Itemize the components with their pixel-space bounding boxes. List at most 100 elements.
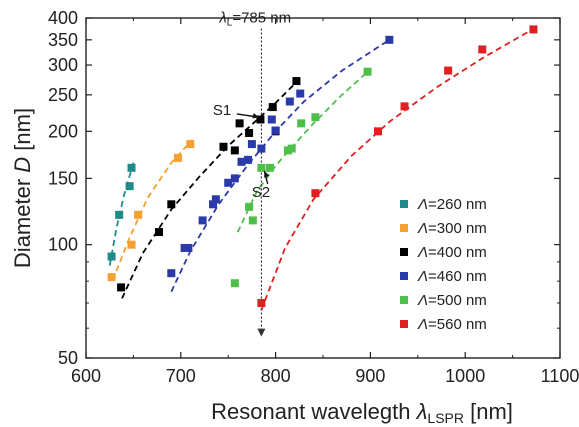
legend-marker	[400, 200, 408, 208]
data-point	[167, 269, 176, 278]
legend-label-symbol: Λ	[417, 220, 428, 237]
data-point	[311, 113, 320, 122]
data-point	[186, 140, 195, 149]
data-point	[268, 103, 277, 112]
fit-curve	[236, 68, 371, 233]
legend-label-value: =500 nm	[428, 292, 487, 309]
x-axis-title-subscript: LSPR	[427, 410, 464, 426]
tick-labels: 600 700 800 900 1000 1100 50 100 150 200 250 300 350…	[48, 8, 579, 386]
data-point	[209, 200, 218, 209]
data-point	[230, 174, 239, 183]
data-point	[167, 200, 176, 209]
y-tick-label: 200	[48, 121, 78, 141]
data-point	[115, 210, 124, 219]
laser-line-label-subscript: L	[227, 18, 233, 29]
data-point	[292, 77, 301, 86]
x-tick-label: 1100	[541, 366, 579, 386]
laser-line-label: λL=785 nm	[218, 10, 291, 29]
legend-marker	[400, 224, 408, 232]
data-point	[257, 163, 266, 172]
annotation-label: S1	[213, 102, 231, 119]
x-tick-label: 800	[261, 366, 291, 386]
legend-label-value: =260 nm	[428, 196, 487, 213]
data-points	[107, 25, 538, 307]
y-axis-title: Diameter D [nm]	[10, 108, 35, 268]
y-tick-label: 350	[48, 30, 78, 50]
data-point	[373, 127, 382, 136]
x-axis-title-symbol: λ	[416, 399, 428, 424]
legend-label-symbol: Λ	[417, 316, 428, 333]
data-point	[444, 66, 453, 75]
data-point	[363, 67, 372, 76]
data-point	[230, 146, 239, 155]
y-tick-label: 400	[48, 8, 78, 28]
legend-label-symbol: Λ	[417, 196, 428, 213]
legend-label: Λ=300 nm	[417, 220, 487, 237]
legend-label-value: =400 nm	[428, 244, 487, 261]
data-point	[154, 228, 163, 237]
legend-label: Λ=560 nm	[417, 316, 487, 333]
x-tick-label: 600	[71, 366, 101, 386]
data-point	[256, 115, 265, 124]
legend-label: Λ=260 nm	[417, 196, 487, 213]
y-axis-title-symbol: D	[10, 157, 35, 173]
legend-marker	[400, 320, 408, 328]
data-point	[117, 283, 126, 292]
data-point	[134, 210, 143, 219]
y-tick-label: 50	[58, 348, 78, 368]
y-tick-label: 300	[48, 55, 78, 75]
x-tick-label: 700	[166, 366, 196, 386]
laser-line-arrowhead	[257, 328, 266, 337]
data-point	[265, 163, 274, 172]
data-point	[107, 273, 116, 282]
x-tick-label: 1000	[445, 366, 485, 386]
x-tick-label: 900	[355, 366, 385, 386]
fit-curve	[121, 78, 300, 299]
data-point	[107, 252, 116, 261]
y-tick-label: 150	[48, 168, 78, 188]
laser-wavelength-marker: λL=785 nm	[218, 10, 291, 337]
legend-label: Λ=460 nm	[417, 268, 487, 285]
legend-label-symbol: Λ	[417, 292, 428, 309]
data-point	[173, 153, 182, 162]
data-point	[478, 45, 487, 54]
data-point	[311, 189, 320, 198]
legend-label-symbol: Λ	[417, 244, 428, 261]
data-point	[385, 35, 394, 44]
x-axis-title-unit: [nm]	[464, 399, 513, 424]
data-point	[248, 216, 257, 225]
annotations: S1 S2	[213, 102, 270, 201]
data-point	[257, 144, 266, 153]
data-point	[184, 243, 193, 252]
data-point	[237, 157, 246, 166]
y-axis-title-unit: [nm]	[10, 108, 35, 157]
data-point	[296, 89, 305, 98]
data-point	[235, 119, 244, 128]
data-point	[529, 25, 538, 34]
legend-marker	[400, 248, 408, 256]
data-point	[247, 140, 256, 149]
legend: Λ=260 nmΛ=300 nmΛ=400 nmΛ=460 nmΛ=500 nm…	[400, 196, 487, 333]
legend-label-value: =460 nm	[428, 268, 487, 285]
legend-label-symbol: Λ	[417, 268, 428, 285]
data-point	[224, 178, 233, 187]
data-point	[257, 298, 266, 307]
legend-label: Λ=400 nm	[417, 244, 487, 261]
annotation-arrowhead	[252, 113, 260, 119]
fit-curve	[260, 29, 533, 311]
legend-label-value: =560 nm	[428, 316, 487, 333]
data-point	[211, 195, 220, 204]
data-point	[297, 119, 306, 128]
plot-frame	[85, 17, 561, 359]
y-tick-label: 250	[48, 85, 78, 105]
x-axis-title: Resonant wavelegth λLSPR [nm]	[211, 399, 513, 426]
data-point	[127, 240, 136, 249]
legend-label: Λ=500 nm	[417, 292, 487, 309]
legend-marker	[400, 272, 408, 280]
legend-marker	[400, 296, 408, 304]
fit-curve	[170, 39, 390, 293]
data-point	[285, 97, 294, 106]
data-point	[244, 155, 253, 164]
y-tick-label: 100	[48, 235, 78, 255]
